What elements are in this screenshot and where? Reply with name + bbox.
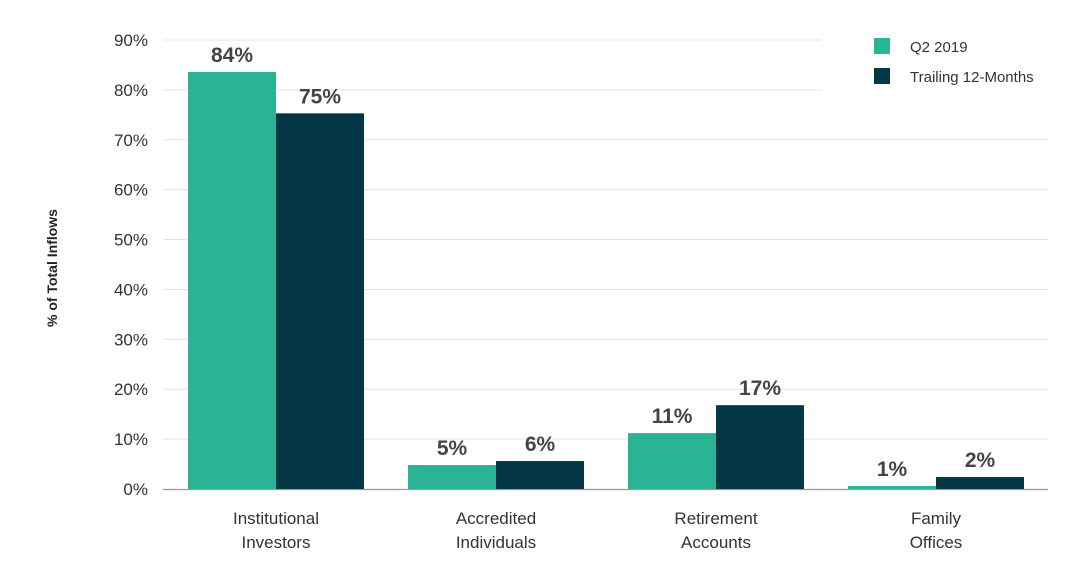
x-tick-label: Accredited bbox=[456, 509, 536, 528]
legend-swatch bbox=[874, 38, 890, 54]
x-tick-label: Investors bbox=[242, 533, 311, 552]
y-tick-label: 60% bbox=[114, 181, 148, 200]
bar bbox=[188, 71, 276, 489]
data-label: 75% bbox=[299, 85, 341, 108]
bar bbox=[408, 465, 496, 489]
y-tick-label: 90% bbox=[114, 31, 148, 50]
bar bbox=[936, 477, 1024, 489]
data-label: 5% bbox=[437, 437, 468, 460]
data-label: 2% bbox=[965, 449, 996, 472]
legend: Q2 2019 Trailing 12-Months bbox=[874, 38, 1034, 86]
bar bbox=[496, 461, 584, 489]
bar bbox=[276, 113, 364, 489]
data-label: 11% bbox=[652, 405, 693, 428]
legend-label: Trailing 12-Months bbox=[910, 69, 1034, 86]
x-tick-label: Institutional bbox=[233, 509, 319, 528]
bar bbox=[628, 433, 716, 489]
x-tick-label: Accounts bbox=[681, 533, 751, 552]
data-label: 1% bbox=[877, 458, 908, 481]
y-tick-label: 0% bbox=[123, 480, 148, 499]
data-label: 6% bbox=[525, 433, 556, 456]
x-tick-label: Retirement bbox=[674, 509, 757, 528]
y-tick-label: 20% bbox=[114, 380, 148, 399]
y-tick-label: 10% bbox=[114, 430, 148, 449]
y-tick-label: 50% bbox=[114, 231, 148, 250]
data-label: 84% bbox=[211, 44, 253, 67]
y-axis-label: % of Total Inflows bbox=[44, 209, 60, 327]
x-tick-label: Offices bbox=[910, 533, 963, 552]
y-tick-label: 70% bbox=[114, 131, 148, 150]
y-tick-label: 80% bbox=[114, 81, 148, 100]
x-tick-label: Family bbox=[911, 509, 962, 528]
bar bbox=[716, 405, 804, 489]
legend-swatch bbox=[874, 68, 890, 84]
y-tick-label: 30% bbox=[114, 330, 148, 349]
y-tick-label: 40% bbox=[114, 280, 148, 299]
bar bbox=[848, 486, 936, 489]
x-tick-label: Individuals bbox=[456, 533, 536, 552]
data-label: 17% bbox=[739, 377, 781, 400]
legend-label: Q2 2019 bbox=[910, 39, 968, 56]
